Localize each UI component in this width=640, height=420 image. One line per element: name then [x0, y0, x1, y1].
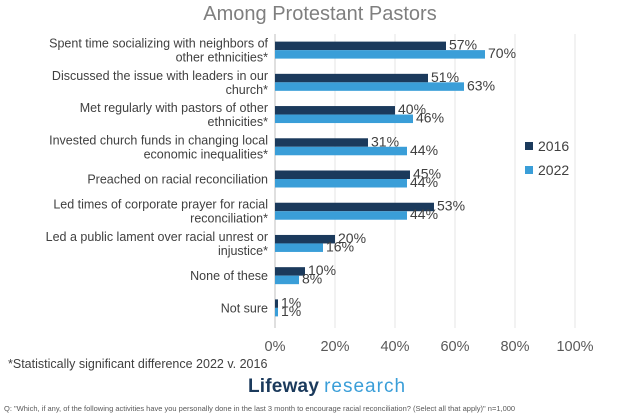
legend-swatch-2016 [525, 142, 533, 150]
category-label-line: Led a public lament over racial unrest o… [46, 230, 268, 244]
x-tick-label: 0% [265, 339, 286, 355]
category-label-line: Led times of corporate prayer for racial [53, 198, 268, 212]
data-label-2016: 53% [437, 198, 465, 214]
bar-2022 [275, 82, 464, 91]
category-label: Preached on racial reconciliation [87, 173, 268, 187]
data-label-2022: 44% [410, 174, 438, 190]
x-tick-label: 80% [500, 339, 529, 355]
lifeway-research-logo: Lifeway research [248, 376, 406, 398]
data-label-2016: 20% [338, 230, 366, 246]
bar-2016 [275, 299, 278, 308]
category-label-line: reconciliation* [190, 212, 268, 226]
data-label-2022: 16% [326, 238, 354, 254]
bar-2022 [275, 275, 299, 285]
bar-2016 [275, 202, 434, 212]
bar-chart: Among Protestant Pastors 57% 70% 51% 63% 40%… [46, 3, 594, 355]
bar-2016 [275, 41, 446, 51]
category-label: Invested church funds in changing local e… [49, 133, 268, 161]
bar-2022 [275, 146, 407, 156]
category-label: Led a public lament over racial unrest o… [46, 230, 268, 258]
category-label: Not sure [221, 301, 268, 315]
category-label-line: None of these [190, 269, 268, 283]
bar-2022 [275, 179, 407, 188]
question-text: Q: "Which, if any, of the following acti… [4, 404, 516, 413]
x-tick-label: 100% [556, 339, 593, 355]
category-label-line: injustice* [218, 244, 268, 258]
category-label: Led times of corporate prayer for racial… [53, 198, 268, 226]
data-label-2022: 44% [410, 206, 438, 222]
category-label-line: Invested church funds in changing local [49, 133, 268, 147]
data-label-2016: 1% [281, 294, 301, 310]
bar-2022 [275, 211, 407, 220]
x-tick-label: 20% [320, 339, 349, 355]
legend-swatch-2022 [525, 166, 533, 174]
category-label-line: Discussed the issue with leaders in our [52, 69, 268, 83]
data-label-2016: 57% [449, 37, 477, 53]
bars: 57%70%51%63%40%46%31%44%45%44%53%44%20%1… [275, 37, 516, 319]
data-label-2016: 40% [398, 101, 426, 117]
data-label-2022: 44% [410, 142, 438, 158]
category-label: Discussed the issue with leaders in our c… [52, 69, 268, 97]
bar-2016 [275, 170, 410, 179]
data-label-2022: 8% [302, 271, 322, 287]
category-label-line: economic inequalities* [144, 147, 269, 161]
legend: 2016 2022 [525, 138, 569, 178]
data-label-2016: 31% [371, 133, 399, 149]
bar-2016 [275, 106, 395, 115]
category-label-line: Met regularly with pastors of other [80, 101, 268, 115]
logo-brand: Lifeway [248, 376, 320, 397]
category-label-line: church* [226, 83, 269, 97]
category-labels: Spent time socializing with neighbors of… [46, 37, 269, 316]
x-tick-label: 60% [440, 339, 469, 355]
category-label-line: ethnicities* [208, 115, 269, 129]
category-label: Spent time socializing with neighbors of… [49, 37, 268, 65]
data-label-2016: 51% [431, 69, 459, 85]
data-label-2022: 70% [488, 45, 516, 61]
logo-sub: research [324, 376, 407, 397]
x-tick-label: 40% [380, 339, 409, 355]
bar-2022 [275, 50, 485, 59]
legend-label-2022: 2022 [538, 162, 569, 178]
category-label-line: Not sure [221, 301, 268, 315]
category-label-line: Spent time socializing with neighbors of [49, 37, 268, 51]
data-label-2016: 45% [413, 166, 441, 182]
bar-2016 [275, 138, 368, 147]
footnote: *Statistically significant difference 20… [8, 357, 268, 371]
category-label-line: other ethnicities* [176, 51, 269, 65]
chart-title: Among Protestant Pastors [203, 3, 436, 25]
data-label-2022: 63% [467, 77, 495, 93]
bar-2022 [275, 307, 278, 317]
x-axis-ticks: 0% 20% 40% 60% 80% 100% [265, 339, 594, 355]
data-label-2016: 10% [308, 262, 336, 278]
data-label-2022: 46% [416, 110, 444, 126]
category-label-line: Preached on racial reconciliation [87, 173, 268, 187]
category-label: None of these [190, 269, 268, 283]
legend-label-2016: 2016 [538, 138, 569, 154]
bar-2022 [275, 114, 413, 124]
data-label-2022: 1% [281, 303, 301, 319]
category-label: Met regularly with pastors of other ethni… [80, 101, 268, 129]
bar-2016 [275, 73, 428, 83]
bar-2016 [275, 234, 335, 244]
bar-2016 [275, 267, 305, 276]
bar-2022 [275, 243, 323, 252]
